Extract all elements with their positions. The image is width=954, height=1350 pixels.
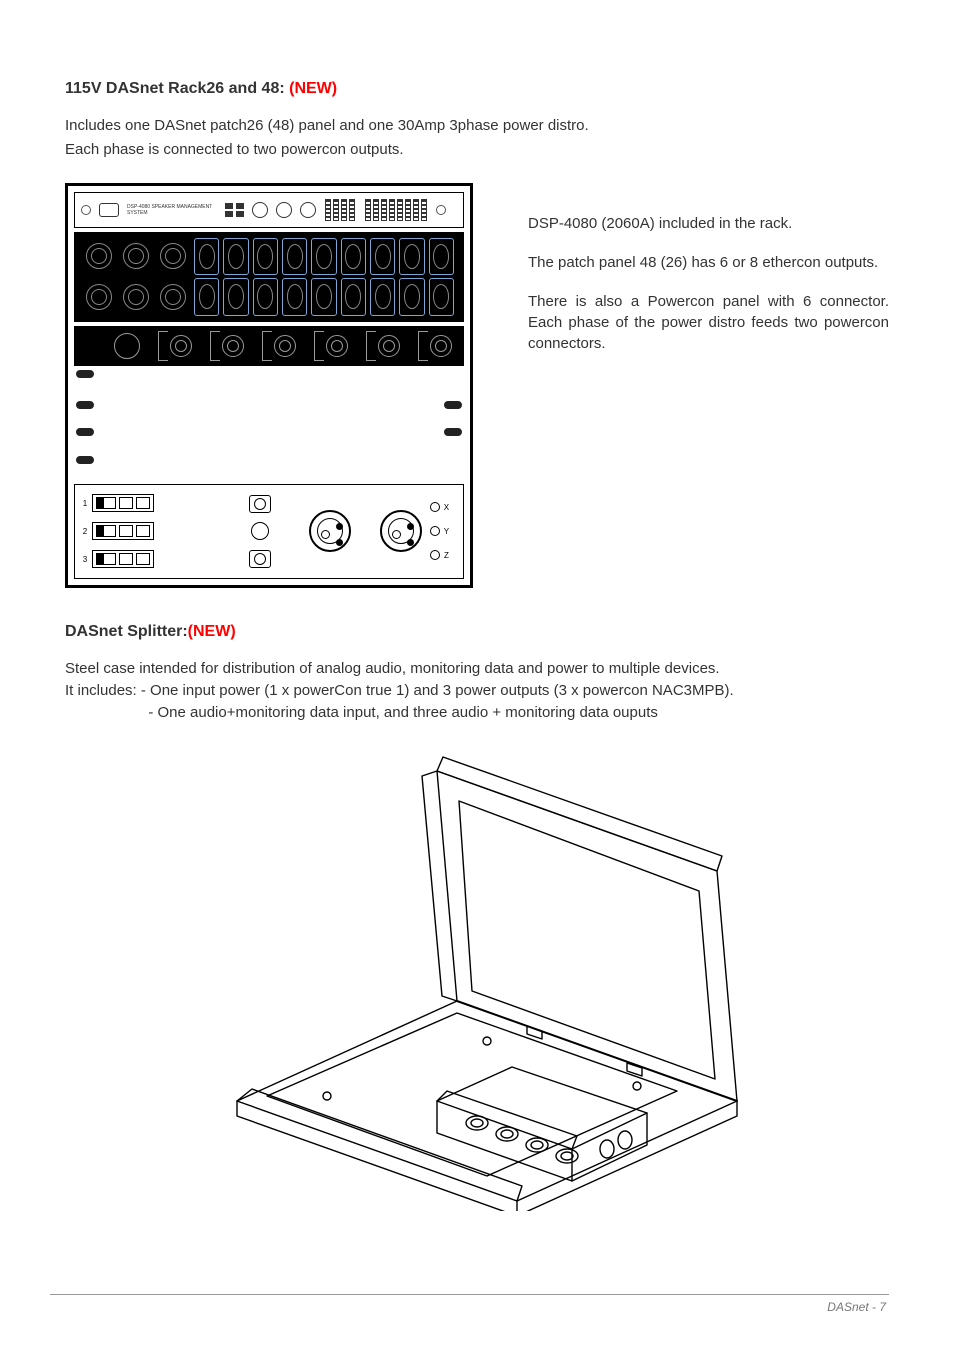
indicator-icon	[251, 522, 269, 540]
knob-icon	[276, 202, 292, 218]
handle-icon	[444, 428, 462, 436]
section2-title: DASnet Splitter:	[65, 623, 188, 640]
breaker-bank: 1 2 3	[81, 491, 171, 572]
breaker-num: 3	[81, 555, 89, 564]
page: 115V DASnet Rack26 and 48: (NEW) Include…	[0, 0, 954, 1350]
patch-panel	[74, 232, 464, 322]
phase-outlets: X Y Z	[305, 491, 453, 572]
ethercon-icon	[399, 238, 424, 276]
powercon-panel	[74, 326, 464, 366]
section1-title: 115V DASnet Rack26 and 48:	[65, 80, 289, 97]
aux-conn-icon	[249, 550, 271, 568]
powercon-icon	[418, 331, 452, 361]
side-para-3: There is also a Powercon panel with 6 co…	[528, 291, 889, 354]
xlr-icon	[123, 243, 149, 269]
aux-conn-group	[225, 495, 295, 568]
xlr-icon	[86, 284, 112, 310]
breaker-icon	[92, 522, 154, 540]
side-para-2: The patch panel 48 (26) has 6 or 8 ether…	[528, 252, 889, 273]
xlr-icon	[160, 243, 186, 269]
handle-icon	[76, 456, 94, 464]
powercon-icon	[366, 331, 400, 361]
meter-bank	[324, 199, 356, 221]
phase-labels: X Y Z	[430, 502, 449, 560]
rack-blank-large	[74, 386, 464, 480]
ethercon-icon	[311, 278, 336, 316]
ethercon-icon	[341, 238, 366, 276]
handle-icon	[76, 370, 94, 378]
powercon-icon	[314, 331, 348, 361]
handle-icon	[76, 428, 94, 436]
xlr-icon	[86, 243, 112, 269]
ethercon-icon	[282, 278, 307, 316]
side-para-1: DSP-4080 (2060A) included in the rack.	[528, 213, 889, 234]
footer-text: DASnet - 7	[827, 1300, 886, 1314]
splitter-figure-wrap	[65, 741, 889, 1211]
brand-logo-icon	[99, 203, 119, 217]
section2-heading: DASnet Splitter:(NEW)	[65, 623, 889, 641]
section2-p1: Steel case intended for distribution of …	[65, 659, 889, 679]
ethercon-icon	[194, 238, 219, 276]
rack-screw	[81, 205, 91, 215]
section2-p3: - One audio+monitoring data input, and t…	[65, 703, 889, 723]
xlr-icon	[123, 284, 149, 310]
ethercon-icon	[429, 238, 454, 276]
outlet-icon	[309, 510, 351, 552]
ethercon-icon	[399, 278, 424, 316]
breaker-icon	[92, 494, 154, 512]
section1-intro-line1: Includes one DASnet patch26 (48) panel a…	[65, 116, 889, 136]
breaker-num: 2	[81, 527, 89, 536]
section1-row: DSP-4080 SPEAKER MANAGEMENT SYSTEM	[65, 183, 889, 588]
phase-y: Y	[444, 527, 449, 536]
rack-screw	[436, 205, 446, 215]
xlr-icon	[160, 284, 186, 310]
handle-icon	[444, 401, 462, 409]
dsp-label: DSP-4080 SPEAKER MANAGEMENT SYSTEM	[127, 204, 217, 216]
dsp-unit: DSP-4080 SPEAKER MANAGEMENT SYSTEM	[74, 192, 464, 228]
ethercon-icon	[370, 238, 395, 276]
powercon-icon	[210, 331, 244, 361]
ethercon-icon	[223, 278, 248, 316]
section2-body: Steel case intended for distribution of …	[65, 659, 889, 724]
handle-icon	[76, 401, 94, 409]
phase-z: Z	[444, 551, 449, 560]
divider	[358, 506, 372, 556]
section2-new-tag: (NEW)	[188, 623, 236, 640]
ethercon-icon	[194, 278, 219, 316]
breaker-num: 1	[81, 499, 89, 508]
powercon-row	[114, 330, 454, 362]
audio-in-group	[82, 238, 190, 316]
ethercon-grid	[194, 238, 454, 316]
ethercon-icon	[370, 278, 395, 316]
outlet-icon	[380, 510, 422, 552]
breaker-icon	[92, 550, 154, 568]
ethercon-icon	[311, 238, 336, 276]
ethercon-icon	[282, 238, 307, 276]
section1-side-text: DSP-4080 (2060A) included in the rack. T…	[528, 183, 889, 588]
powercon-icon	[262, 331, 296, 361]
power-distro: 1 2 3 X Y	[74, 484, 464, 579]
section1-new-tag: (NEW)	[289, 80, 337, 97]
ethercon-icon	[341, 278, 366, 316]
ethercon-icon	[223, 238, 248, 276]
ethercon-icon	[253, 238, 278, 276]
powercon-icon	[158, 331, 192, 361]
section1-intro-line2: Each phase is connected to two powercon …	[65, 140, 889, 160]
aux-conn-icon	[249, 495, 271, 513]
section1-heading: 115V DASnet Rack26 and 48: (NEW)	[65, 80, 889, 98]
rack-blank	[74, 370, 464, 382]
dsp-switches	[225, 203, 244, 217]
footer-rule	[50, 1294, 889, 1295]
knob-icon	[300, 202, 316, 218]
rack-inner: DSP-4080 SPEAKER MANAGEMENT SYSTEM	[74, 192, 464, 579]
ethercon-icon	[253, 278, 278, 316]
phase-x: X	[444, 503, 449, 512]
meter-bank	[364, 199, 428, 221]
rack-figure: DSP-4080 SPEAKER MANAGEMENT SYSTEM	[65, 183, 473, 588]
section2-p2: It includes: - One input power (1 x powe…	[65, 681, 889, 701]
brand-badge-icon	[114, 333, 140, 359]
ethercon-icon	[429, 278, 454, 316]
knob-icon	[252, 202, 268, 218]
splitter-iso-drawing	[177, 741, 777, 1211]
